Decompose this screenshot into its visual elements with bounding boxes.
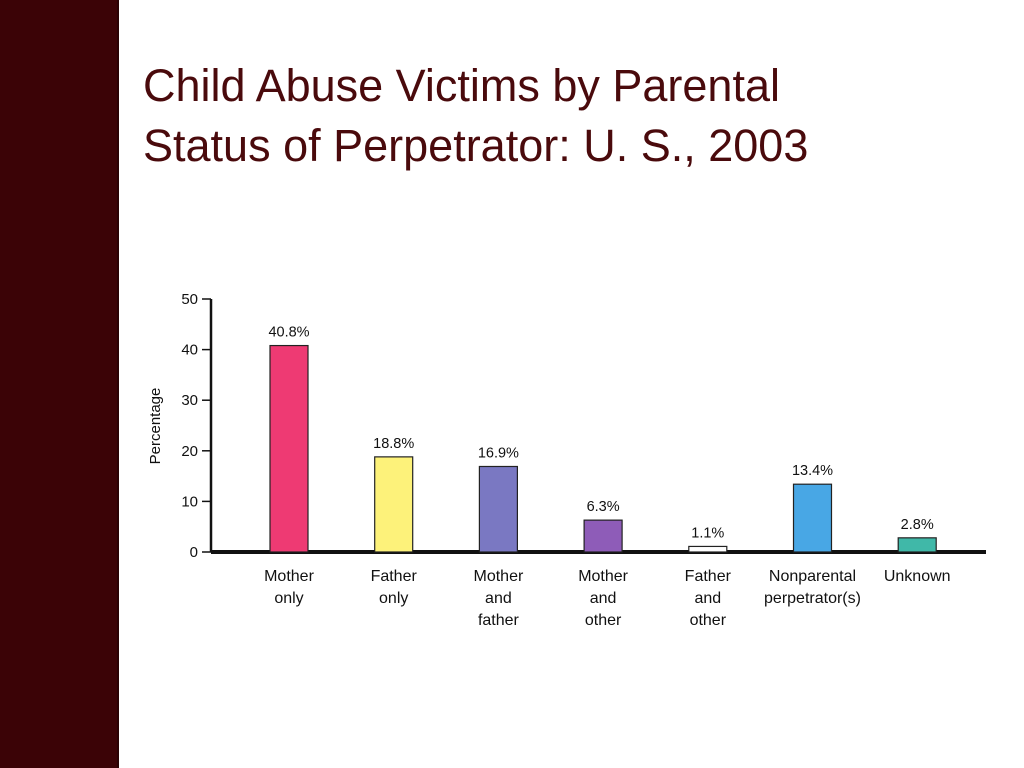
slide-title: Child Abuse Victims by Parental Status o… bbox=[143, 56, 1003, 176]
x-category-label-line: only bbox=[379, 590, 408, 607]
x-category-label-line: only bbox=[274, 590, 303, 607]
y-tick-label: 10 bbox=[181, 493, 198, 510]
bar-value-label: 13.4% bbox=[792, 463, 833, 479]
y-tick-label: 40 bbox=[181, 342, 198, 359]
x-category-label: Mother and other bbox=[578, 568, 628, 629]
y-tick-label: 50 bbox=[181, 291, 198, 308]
bar-value-label: 16.9% bbox=[478, 445, 519, 461]
slide-title-line-2: Status of Perpetrator: U. S., 2003 bbox=[143, 120, 809, 171]
bar bbox=[688, 545, 728, 553]
value-labels: 40.8% 18.8% 16.9% 6.3% 1.1% 13.4% 2.8% bbox=[268, 325, 933, 542]
x-category-label-line: Nonparental bbox=[769, 568, 856, 585]
bar bbox=[478, 465, 518, 553]
x-category-label: Mother and father bbox=[474, 568, 524, 629]
bar bbox=[792, 483, 833, 553]
y-tick-label: 20 bbox=[181, 443, 198, 460]
bar-value-label: 18.8% bbox=[373, 436, 414, 452]
x-category-label-line: other bbox=[585, 612, 622, 629]
y-tick-label: 0 bbox=[190, 544, 198, 561]
x-category-label-line: father bbox=[478, 612, 520, 629]
x-category-label-line: other bbox=[690, 612, 727, 629]
x-category-label-line: and bbox=[694, 590, 721, 607]
y-tick-label: 30 bbox=[181, 392, 198, 409]
bar bbox=[897, 537, 937, 553]
x-category-label-line: and bbox=[590, 590, 617, 607]
x-category-label: Nonparental perpetrator(s) bbox=[764, 568, 861, 607]
bar-value-label: 6.3% bbox=[587, 499, 620, 515]
x-category-label: Unknown bbox=[884, 568, 951, 585]
x-category-label-line: Mother bbox=[578, 568, 628, 585]
x-category-label-line: perpetrator(s) bbox=[764, 590, 861, 607]
y-axis-title: Percentage bbox=[147, 388, 164, 465]
x-category-label-line: Unknown bbox=[884, 568, 951, 585]
slide-title-line-1: Child Abuse Victims by Parental bbox=[143, 60, 780, 111]
bar bbox=[583, 519, 623, 553]
x-category-label: Father only bbox=[371, 568, 418, 607]
bar-value-label: 2.8% bbox=[901, 517, 934, 533]
bar-value-label: 1.1% bbox=[691, 525, 724, 541]
x-category-label-line: Father bbox=[371, 568, 418, 585]
slide-sidebar bbox=[0, 0, 119, 768]
bar bbox=[374, 456, 414, 553]
x-category-label: Mother only bbox=[264, 568, 314, 607]
x-category-label: Father and other bbox=[685, 568, 732, 629]
bars bbox=[269, 344, 937, 553]
x-category-label-line: Mother bbox=[264, 568, 314, 585]
x-category-label-line: Mother bbox=[474, 568, 524, 585]
bar-value-label: 40.8% bbox=[268, 325, 309, 341]
x-category-label-line: Father bbox=[685, 568, 732, 585]
bar bbox=[269, 344, 309, 553]
x-category-label-line: and bbox=[485, 590, 512, 607]
